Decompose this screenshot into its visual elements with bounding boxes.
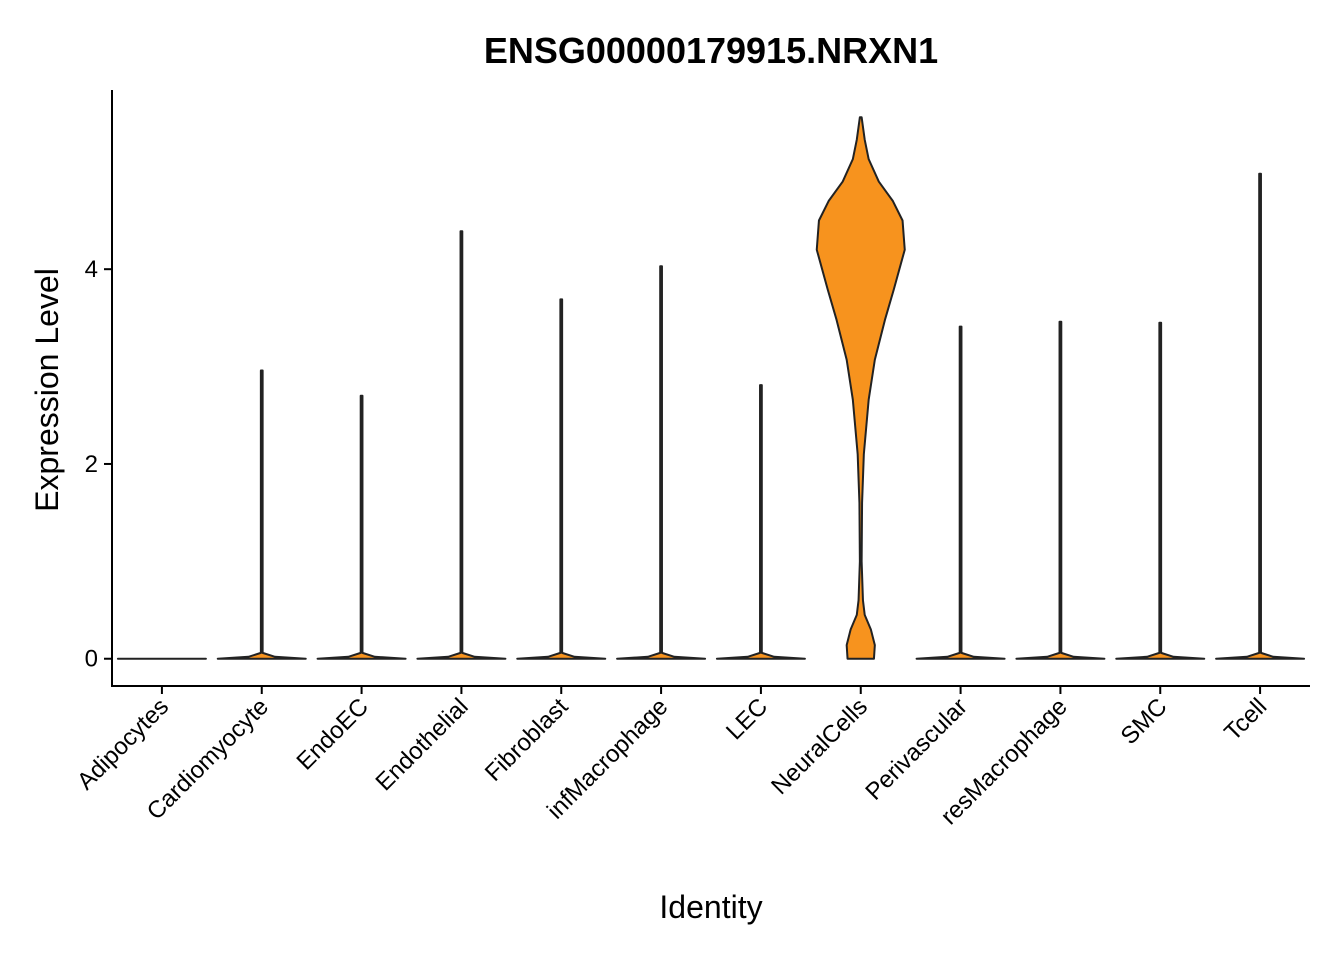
x-tick-label: Adipocytes bbox=[72, 693, 174, 795]
y-tick-label: 2 bbox=[85, 451, 98, 478]
violin bbox=[316, 394, 407, 660]
violin bbox=[815, 116, 906, 660]
x-axis-label: Identity bbox=[659, 889, 762, 925]
chart-title: ENSG00000179915.NRXN1 bbox=[484, 30, 938, 71]
violin bbox=[1215, 172, 1306, 660]
x-tick-label: Fibroblast bbox=[480, 693, 574, 787]
violin bbox=[616, 265, 707, 660]
x-tick-label: Perivascular bbox=[860, 693, 972, 805]
x-tick-label: LEC bbox=[721, 693, 773, 745]
violin bbox=[915, 325, 1006, 660]
violin bbox=[1115, 321, 1206, 660]
violin bbox=[715, 384, 806, 660]
x-tick-label: Tcell bbox=[1219, 693, 1272, 746]
y-axis-label: Expression Level bbox=[29, 268, 65, 512]
x-tick-label: NeuralCells bbox=[766, 693, 873, 800]
violin bbox=[1015, 320, 1106, 660]
x-tick-label: EndoEC bbox=[292, 693, 374, 775]
y-tick-label: 0 bbox=[85, 646, 98, 673]
violin bbox=[216, 369, 307, 660]
y-tick-label: 4 bbox=[85, 256, 98, 283]
violin bbox=[416, 230, 507, 660]
x-tick-label: Endothelial bbox=[371, 693, 474, 796]
violin bbox=[516, 298, 607, 660]
x-tick-label: SMC bbox=[1116, 693, 1173, 750]
